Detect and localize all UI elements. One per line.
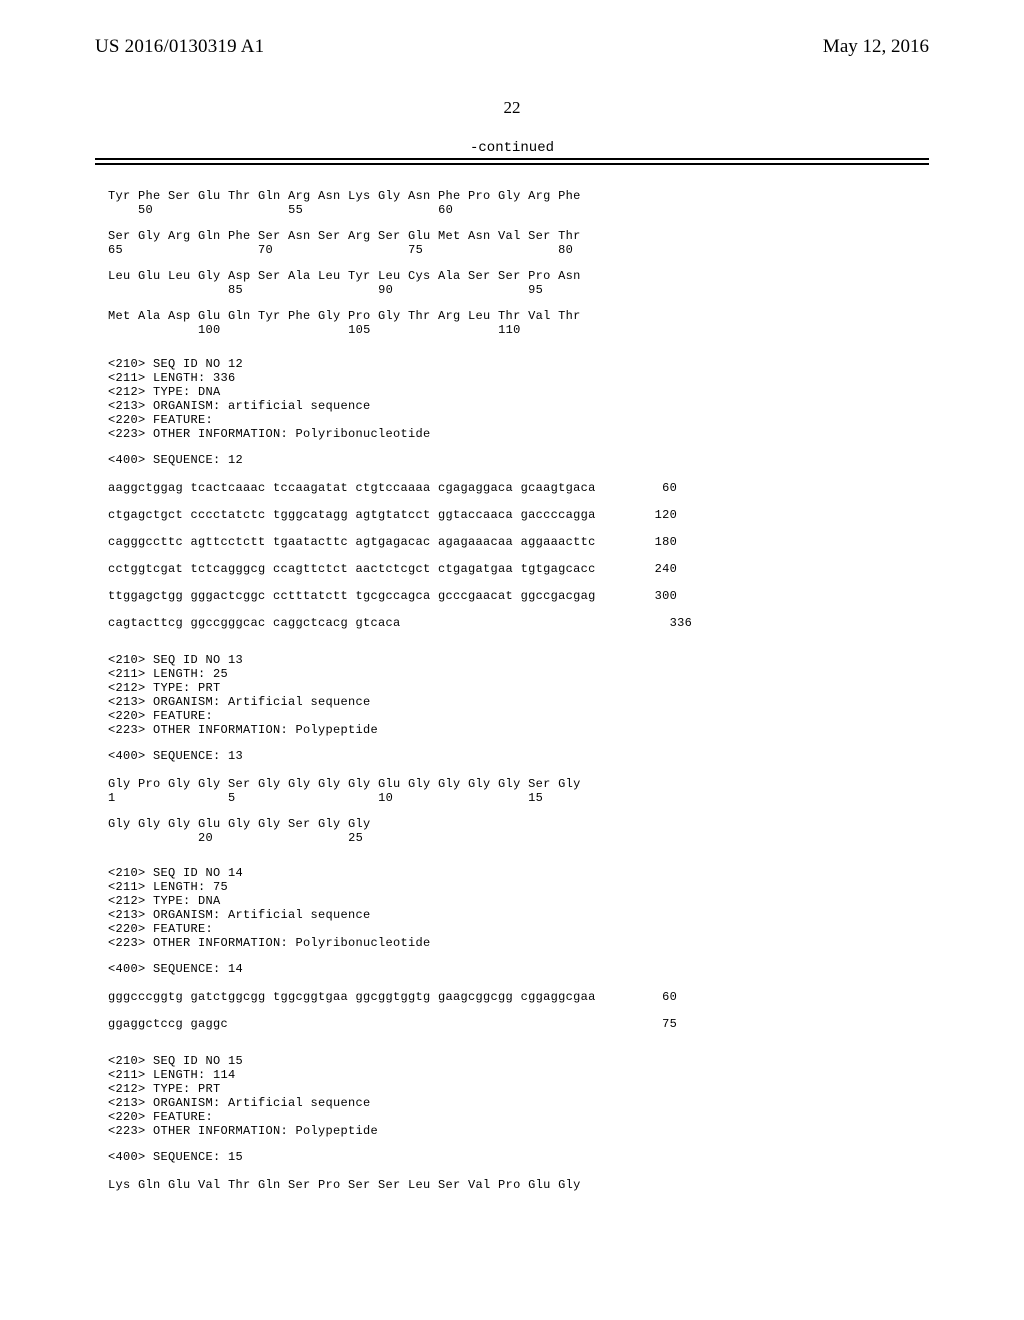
- num: 90: [378, 283, 393, 297]
- num: 105: [348, 323, 371, 337]
- num: 100: [198, 323, 221, 337]
- seq11-row2: Ser Gly Arg Gln Phe Ser Asn Ser Arg Ser …: [108, 229, 918, 243]
- seq12-label: <400> SEQUENCE: 12: [108, 453, 918, 467]
- num: 1: [108, 791, 116, 805]
- seq13-h2: <212> TYPE: PRT: [108, 681, 918, 695]
- rule-lower: [95, 163, 929, 165]
- seq13-row1: Gly Pro Gly Gly Ser Gly Gly Gly Gly Glu …: [108, 777, 918, 791]
- continued-label: -continued: [0, 140, 1024, 156]
- seq15-h5: <223> OTHER INFORMATION: Polypeptide: [108, 1124, 918, 1138]
- seq14-h1: <211> LENGTH: 75: [108, 880, 918, 894]
- seq-text: cagggccttc agttcctctt tgaatacttc agtgaga…: [108, 535, 596, 549]
- num: 5: [228, 791, 236, 805]
- seq12-h3: <213> ORGANISM: artificial sequence: [108, 399, 918, 413]
- seq15-h3: <213> ORGANISM: Artificial sequence: [108, 1096, 918, 1110]
- seq11-row3: Leu Glu Leu Gly Asp Ser Ala Leu Tyr Leu …: [108, 269, 918, 283]
- seq12-h2: <212> TYPE: DNA: [108, 385, 918, 399]
- seq14-r0: gggcccggtg gatctggcgg tggcggtgaa ggcggtg…: [108, 990, 918, 1004]
- page: US 2016/0130319 A1 May 12, 2016 22 -cont…: [0, 0, 1024, 1320]
- seq-text: cctggtcgat tctcagggcg ccagttctct aactctc…: [108, 562, 596, 576]
- seq13-h3: <213> ORGANISM: Artificial sequence: [108, 695, 918, 709]
- seq12-r4: ttggagctgg gggactcggc cctttatctt tgcgcca…: [108, 589, 918, 603]
- seq12-r3: cctggtcgat tctcagggcg ccagttctct aactctc…: [108, 562, 918, 576]
- seq11-row1-nums: 50 55 60: [108, 203, 918, 217]
- num: 10: [378, 791, 393, 805]
- seq-count: 120: [633, 508, 677, 522]
- num: 15: [528, 791, 543, 805]
- seq-count: 240: [633, 562, 677, 576]
- num: 65: [108, 243, 123, 257]
- seq14-h5: <223> OTHER INFORMATION: Polyribonucleot…: [108, 936, 918, 950]
- seq-text: ctgagctgct cccctatctc tgggcatagg agtgtat…: [108, 508, 596, 522]
- num: 95: [528, 283, 543, 297]
- seq11-row1: Tyr Phe Ser Glu Thr Gln Arg Asn Lys Gly …: [108, 189, 918, 203]
- publication-number: US 2016/0130319 A1: [95, 36, 264, 58]
- seq15-h1: <211> LENGTH: 114: [108, 1068, 918, 1082]
- seq15-label: <400> SEQUENCE: 15: [108, 1150, 918, 1164]
- num: 110: [498, 323, 521, 337]
- seq13-h1: <211> LENGTH: 25: [108, 667, 918, 681]
- seq13-h0: <210> SEQ ID NO 13: [108, 653, 918, 667]
- seq11-row4-nums: 100 105 110: [108, 323, 918, 337]
- seq-count: 60: [633, 481, 677, 495]
- seq-count: 180: [633, 535, 677, 549]
- num: 70: [258, 243, 273, 257]
- seq12-h0: <210> SEQ ID NO 12: [108, 357, 918, 371]
- seq12-r2: cagggccttc agttcctctt tgaatacttc agtgaga…: [108, 535, 918, 549]
- seq15-h4: <220> FEATURE:: [108, 1110, 918, 1124]
- num: 20: [198, 831, 213, 845]
- seq11-row4: Met Ala Asp Glu Gln Tyr Phe Gly Pro Gly …: [108, 309, 918, 323]
- seq11-row3-nums: 85 90 95: [108, 283, 918, 297]
- num: 25: [348, 831, 363, 845]
- rule-upper: [95, 158, 929, 160]
- seq13-label: <400> SEQUENCE: 13: [108, 749, 918, 763]
- seq-text: ttggagctgg gggactcggc cctttatctt tgcgcca…: [108, 589, 596, 603]
- seq14-h4: <220> FEATURE:: [108, 922, 918, 936]
- seq12-r5: cagtacttcg ggccgggcac caggctcacg gtcaca …: [108, 616, 918, 630]
- seq-text: ggaggctccg gaggc: [108, 1017, 228, 1031]
- seq13-h5: <223> OTHER INFORMATION: Polypeptide: [108, 723, 918, 737]
- seq13-row2: Gly Gly Gly Glu Gly Gly Ser Gly Gly: [108, 817, 918, 831]
- seq12-r0: aaggctggag tcactcaaac tccaagatat ctgtcca…: [108, 481, 918, 495]
- num: 60: [438, 203, 453, 217]
- seq-count: 300: [633, 589, 677, 603]
- seq12-h4: <220> FEATURE:: [108, 413, 918, 427]
- seq14-h3: <213> ORGANISM: Artificial sequence: [108, 908, 918, 922]
- seq13-h4: <220> FEATURE:: [108, 709, 918, 723]
- seq-count: 60: [633, 990, 677, 1004]
- seq14-r1: ggaggctccg gaggc 75: [108, 1017, 918, 1031]
- num: 75: [408, 243, 423, 257]
- seq14-h2: <212> TYPE: DNA: [108, 894, 918, 908]
- seq-text: cagtacttcg ggccgggcac caggctcacg gtcaca: [108, 616, 401, 630]
- seq14-label: <400> SEQUENCE: 14: [108, 962, 918, 976]
- seq-count: 75: [633, 1017, 677, 1031]
- publication-date: May 12, 2016: [823, 36, 929, 58]
- num: 50: [138, 203, 153, 217]
- seq-text: aaggctggag tcactcaaac tccaagatat ctgtcca…: [108, 481, 596, 495]
- num: 55: [288, 203, 303, 217]
- seq15-h2: <212> TYPE: PRT: [108, 1082, 918, 1096]
- seq-count: 336: [648, 616, 692, 630]
- seq12-h5: <223> OTHER INFORMATION: Polyribonucleot…: [108, 427, 918, 441]
- seq12-r1: ctgagctgct cccctatctc tgggcatagg agtgtat…: [108, 508, 918, 522]
- seq15-h0: <210> SEQ ID NO 15: [108, 1054, 918, 1068]
- seq-text: gggcccggtg gatctggcgg tggcggtgaa ggcggtg…: [108, 990, 596, 1004]
- seq13-row2-nums: 20 25: [108, 831, 918, 845]
- num: 80: [558, 243, 573, 257]
- seq12-h1: <211> LENGTH: 336: [108, 371, 918, 385]
- seq11-row2-nums: 65 70 75 80: [108, 243, 918, 257]
- seq15-row1: Lys Gln Glu Val Thr Gln Ser Pro Ser Ser …: [108, 1178, 918, 1192]
- page-header: US 2016/0130319 A1 May 12, 2016: [0, 36, 1024, 62]
- num: 85: [228, 283, 243, 297]
- seq13-row1-nums: 1 5 10 15: [108, 791, 918, 805]
- page-number: 22: [0, 98, 1024, 118]
- seq14-h0: <210> SEQ ID NO 14: [108, 866, 918, 880]
